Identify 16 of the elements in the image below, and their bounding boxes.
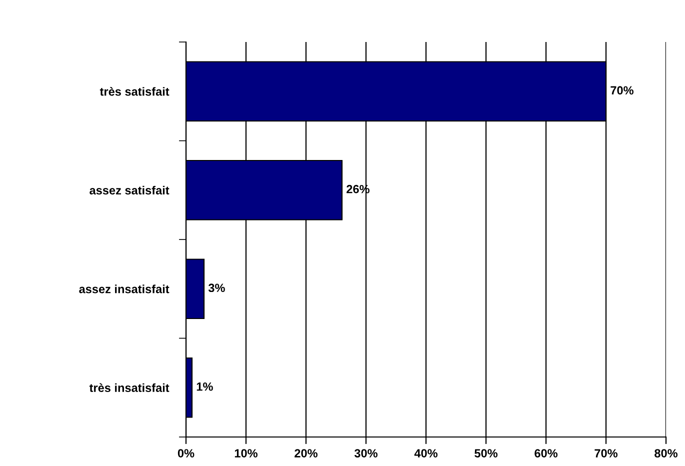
data-label: 1% [196,382,213,391]
x-tick-label: 60% [534,449,558,458]
y-tick-label: assez satisfait [90,186,170,195]
y-tick-label: très satisfait [100,86,170,96]
data-label: 3% [208,284,225,292]
x-tick-label: 40% [414,449,438,458]
x-tick-label: 30% [354,449,378,458]
x-tick-label: 80% [654,449,678,458]
x-tick-label: 50% [474,449,498,458]
data-label: 70% [610,86,634,95]
y-tick-label: très insatisfait [89,383,170,392]
x-tick-label: 10% [234,449,258,458]
x-tick-label: 0% [178,449,194,458]
x-tick-label: 70% [594,449,618,458]
x-tick-label: 20% [294,449,318,458]
y-tick-label: assez insatisfait [79,284,170,294]
